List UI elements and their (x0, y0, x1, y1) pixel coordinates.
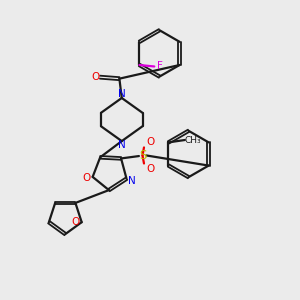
Text: N: N (118, 89, 126, 99)
Text: O: O (91, 72, 99, 82)
Text: CH₃: CH₃ (184, 136, 201, 145)
Text: O: O (146, 164, 154, 173)
Text: O: O (146, 137, 154, 147)
Text: F: F (157, 61, 163, 71)
Text: S: S (139, 149, 146, 162)
Text: O: O (82, 172, 91, 182)
Text: O: O (71, 217, 80, 226)
Text: N: N (118, 140, 126, 150)
Text: N: N (128, 176, 136, 186)
